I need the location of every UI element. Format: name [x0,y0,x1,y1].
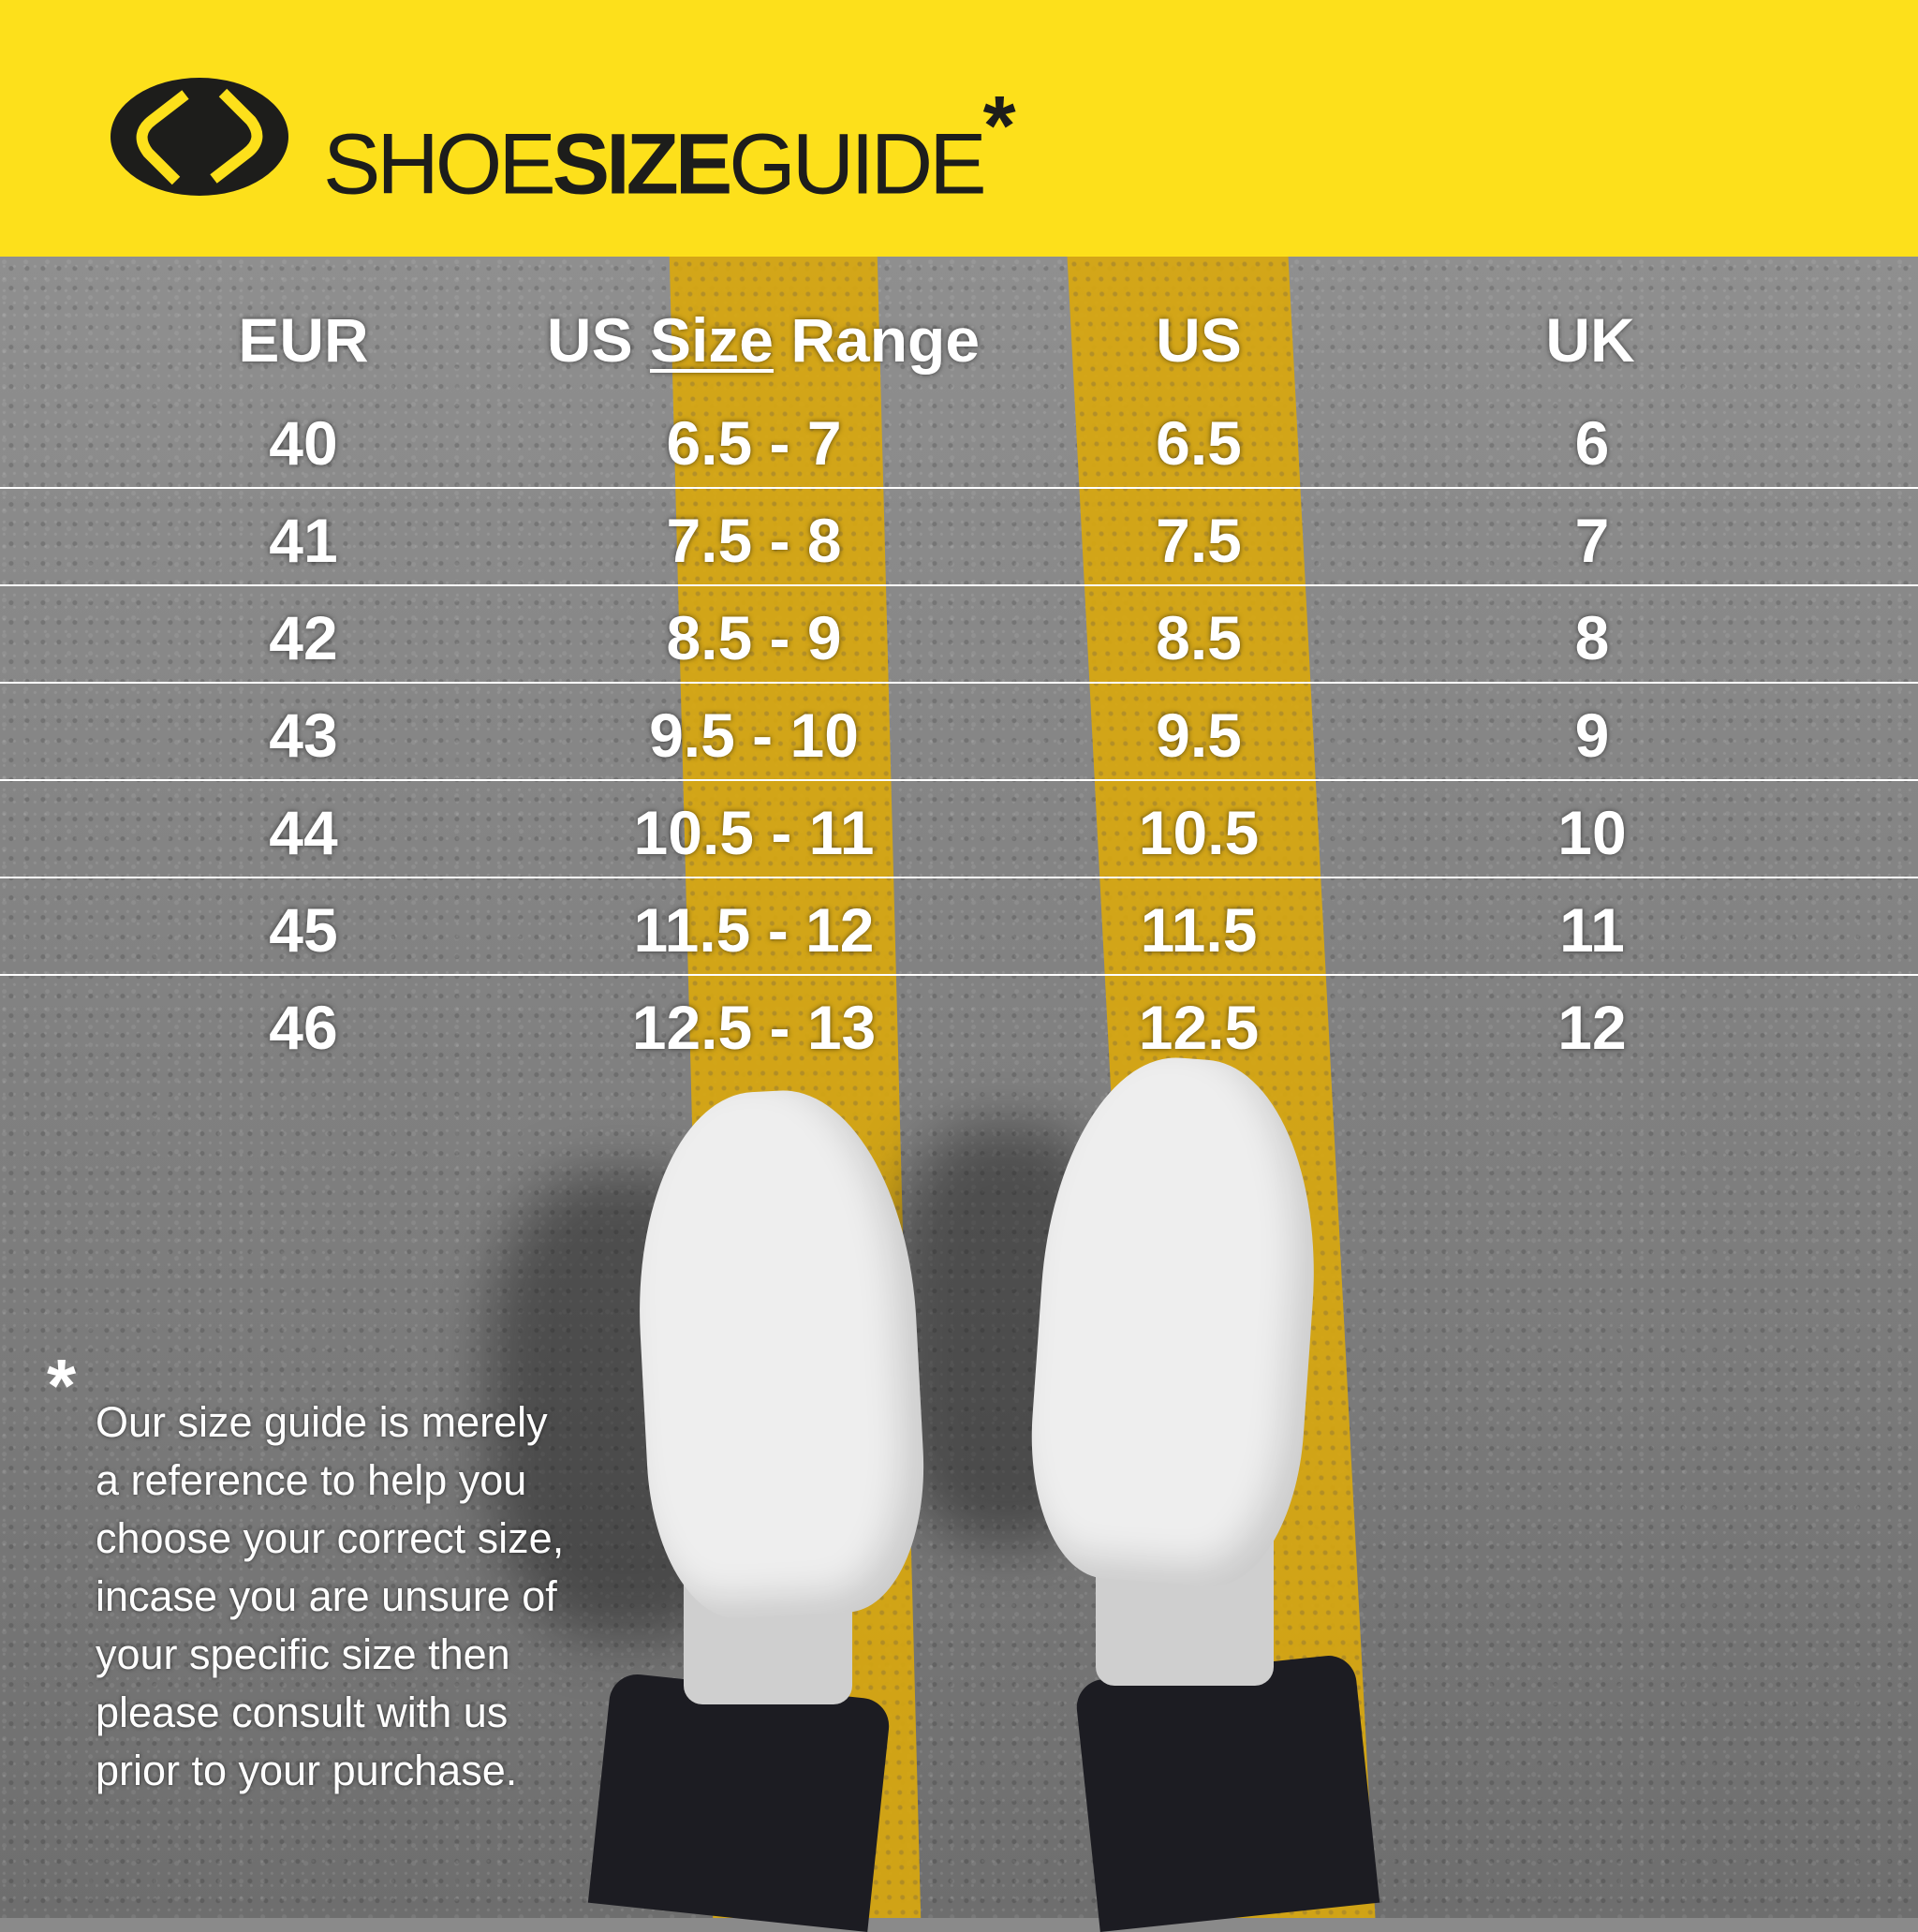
cell-uk: 10 [1557,798,1627,867]
cell-uk: 8 [1574,603,1610,672]
footnote-line: Our size guide is merely [96,1398,548,1446]
row-divider [0,779,1918,781]
footnote-line: incase you are unsure of [96,1572,557,1620]
cell-eur: 46 [269,993,338,1062]
cell-range: 6.5 - 7 [666,408,842,478]
cell-range: 10.5 - 11 [633,798,875,867]
cell-range: 8.5 - 9 [666,603,842,672]
logo-icon [111,78,288,196]
footnote-line: a reference to help you [96,1456,527,1504]
cell-uk: 6 [1574,408,1610,478]
header-us: US [1156,305,1242,375]
row-divider [0,974,1918,976]
footnote-line: choose your correct size, [96,1514,565,1562]
cell-eur: 43 [269,701,338,770]
cell-us: 9.5 [1156,701,1242,770]
footnote-line: your specific size then [96,1630,510,1678]
cell-us: 7.5 [1156,506,1242,575]
row-divider [0,487,1918,489]
cell-range: 9.5 - 10 [649,701,859,770]
cell-us: 12.5 [1138,993,1260,1062]
cell-uk: 9 [1574,701,1610,770]
row-divider [0,877,1918,878]
cell-uk: 7 [1574,506,1610,575]
cell-range: 7.5 - 8 [666,506,842,575]
footnote-line: please consult with us [96,1689,509,1736]
asphalt-background [0,257,1918,1918]
header-uk: UK [1545,305,1635,375]
cell-us: 10.5 [1138,798,1260,867]
row-divider [0,682,1918,684]
header-bar: SHOESIZEGUIDE* [0,0,1918,257]
footnote-line: prior to your purchase. [96,1747,518,1794]
cell-eur: 45 [269,895,338,965]
cell-eur: 44 [269,798,338,867]
cell-uk: 12 [1557,993,1627,1062]
footnote-asterisk: * [47,1344,77,1427]
cell-range: 11.5 - 12 [633,895,875,965]
brand-wordmark: SHOESIZEGUIDE* [323,80,1016,213]
cell-eur: 41 [269,506,338,575]
row-divider [0,584,1918,586]
cell-uk: 11 [1559,895,1625,965]
cell-us: 8.5 [1156,603,1242,672]
cell-eur: 42 [269,603,338,672]
cell-us: 11.5 [1140,895,1258,965]
header-eur: EUR [238,305,369,375]
cell-eur: 40 [269,408,338,478]
cell-us: 6.5 [1156,408,1242,478]
header-us-size-range: US Size Range [546,305,981,375]
footnote-text: Our size guide is merely a reference to h… [96,1394,564,1800]
cell-range: 12.5 - 13 [631,993,877,1062]
